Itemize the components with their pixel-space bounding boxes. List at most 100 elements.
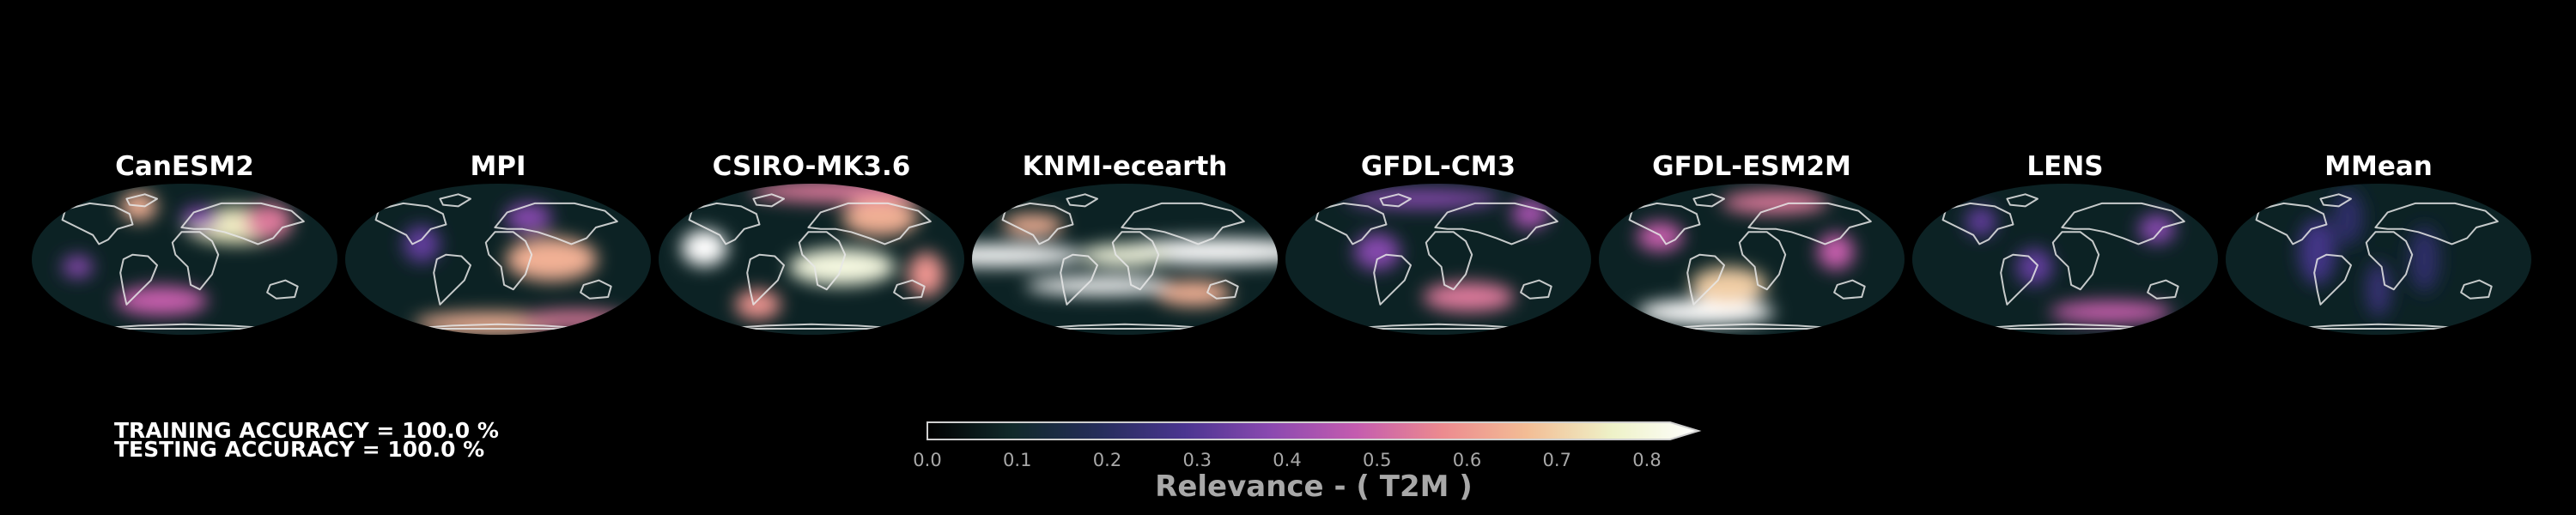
relevance-patch (1078, 244, 1171, 267)
coastline (1692, 193, 1725, 208)
coastline (1434, 202, 1558, 245)
coastline (1315, 202, 1388, 245)
relevance-field (1941, 193, 2185, 330)
relevance-patch (1637, 299, 1775, 325)
coastline (61, 202, 134, 245)
relevance-patch (1721, 191, 1828, 214)
relevance-patch (62, 255, 94, 278)
relevance-patch (403, 226, 440, 263)
coastline (1206, 279, 1239, 300)
coastline (439, 193, 471, 208)
coastline (171, 231, 220, 291)
relevance-patch (2138, 214, 2176, 244)
coastline (125, 193, 158, 208)
colorbar-tick-label: 0.8 (1632, 450, 1661, 470)
relevance-patch (2366, 262, 2391, 318)
map-panel: MPI (345, 151, 651, 335)
map-panel: MMean (2226, 151, 2531, 335)
coastline (1121, 202, 1245, 245)
coastline (1066, 193, 1098, 208)
colorbar-tick-label: 0.3 (1183, 450, 1212, 470)
coastline (2255, 202, 2328, 245)
coastline (1747, 202, 1872, 245)
coastline (798, 231, 847, 291)
relevance-patch (1155, 280, 1232, 306)
coastline (2460, 279, 2493, 300)
coastline (893, 279, 926, 300)
map-title: CSIRO-MK3.6 (713, 151, 911, 182)
map-panel: GFDL-ESM2M (1599, 151, 1905, 335)
coastline (1111, 231, 1160, 291)
colorbar-tick-label: 0.4 (1273, 450, 1301, 470)
relevance-patch (2332, 190, 2364, 245)
map-panel: KNMI-ecearth (972, 151, 1278, 335)
relevance-patch (2299, 218, 2336, 285)
relevance-patch (735, 289, 781, 319)
testing-accuracy: TESTING ACCURACY = 100.0 % (114, 437, 484, 462)
relevance-field (1628, 191, 1872, 330)
coastline (2000, 253, 2038, 306)
relevance-field (681, 184, 945, 330)
coastlines (2255, 193, 2499, 330)
coastline (266, 279, 299, 300)
relevance-patch (908, 251, 945, 297)
map-title: MMean (2324, 151, 2433, 182)
coastline (1373, 253, 1412, 306)
relevance-patch (1817, 233, 1855, 270)
coastline (2051, 231, 2100, 291)
map-globe (2226, 184, 2531, 335)
colorbar-tick-label: 0.6 (1453, 450, 1481, 470)
coastline (1941, 202, 2014, 245)
coastline (374, 202, 447, 245)
colorbar-tick-label: 0.7 (1543, 450, 1571, 470)
coastline (494, 202, 618, 245)
coastline (1001, 202, 1074, 245)
coastline (1520, 279, 1552, 300)
relevance-patch (1965, 206, 1996, 237)
map-title: LENS (2026, 151, 2103, 182)
relevance-patch (1511, 199, 1549, 229)
colorbar-bar (927, 421, 1702, 440)
relevance-patch (1423, 282, 1515, 312)
map-title: KNMI-ecearth (1023, 151, 1228, 182)
coastline (119, 253, 158, 306)
coastline (433, 253, 471, 306)
map-title: MPI (470, 151, 526, 182)
coastlines (61, 193, 305, 330)
relevance-field (374, 193, 629, 335)
colorbar-ticks: 0.0 0.1 0.2 0.3 0.4 0.5 0.6 0.7 0.8 (913, 450, 1661, 470)
colorbar-label: Relevance - ( T2M ) (1155, 470, 1473, 504)
relevance-patch (505, 203, 552, 233)
coastline (807, 202, 932, 245)
map-globe (345, 184, 651, 335)
coastline (1060, 253, 1098, 306)
relevance-patch (2409, 226, 2440, 293)
map-globe (1599, 184, 1905, 335)
relevance-patch (2016, 248, 2053, 286)
relevance-patch (2050, 300, 2172, 324)
relevance-patch (750, 184, 934, 203)
coastline (1686, 253, 1725, 306)
colorbar-tick-label: 0.1 (1003, 450, 1031, 470)
map-panel: CanESM2 (32, 151, 337, 335)
relevance-patch (505, 237, 598, 282)
relevance-patch (972, 244, 1087, 267)
coastline (580, 279, 612, 300)
coastline (688, 202, 761, 245)
map-title: CanESM2 (115, 151, 254, 182)
coastline (2147, 279, 2179, 300)
relevance-patch (1002, 214, 1064, 237)
coastline (1379, 193, 1412, 208)
relevance-field (2255, 190, 2499, 330)
map-panel: LENS (1912, 151, 2218, 335)
map-panel: CSIRO-MK3.6 (659, 151, 964, 335)
coastline (1738, 231, 1787, 291)
map-title: GFDL-CM3 (1361, 151, 1516, 182)
relevance-patch (1346, 189, 1500, 209)
relevance-patch (841, 199, 919, 236)
relevance-field (972, 193, 1278, 330)
coastline (2374, 202, 2499, 245)
colorbar: 0.0 0.1 0.2 0.3 0.4 0.5 0.6 0.7 0.8 Relevance - … (913, 421, 1702, 504)
relevance-patch (1354, 233, 1400, 270)
map-panels: CanESM2 MPI CSIRO-MK3.6 KNMI-ecearth GFDL-CM… (32, 151, 2531, 335)
